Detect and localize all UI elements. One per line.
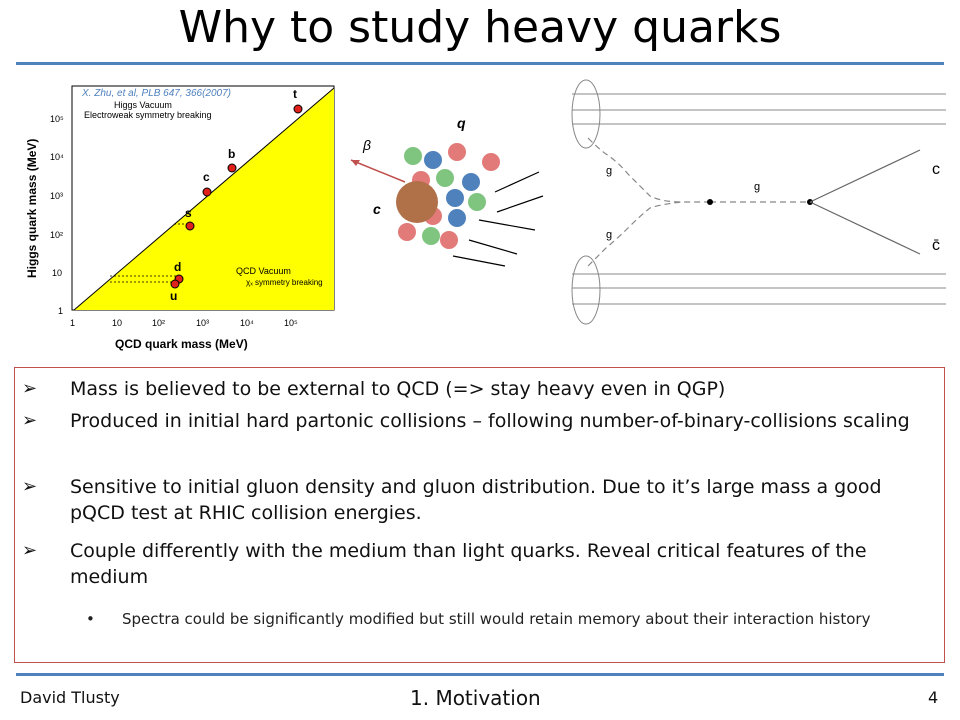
quark-label-t: t — [293, 87, 297, 101]
y-tick: 10⁴ — [50, 152, 64, 162]
bullet-4: ➢ Couple differently with the medium tha… — [22, 538, 920, 590]
y-tick: 10⁵ — [50, 114, 64, 124]
proton-top — [571, 79, 601, 149]
x-tick: 1 — [70, 318, 75, 328]
upper-label-line1: Higgs Vacuum — [114, 100, 172, 110]
charm-line — [809, 149, 921, 203]
page-number: 4 — [928, 688, 939, 707]
beta-label: β — [362, 137, 371, 153]
quark-point-c — [202, 187, 212, 197]
quark-point-t — [293, 104, 303, 114]
light-quark — [468, 193, 486, 211]
bullet-box — [14, 367, 945, 663]
quark-mass-plot: X. Zhu, et al, PLB 647, 366(2007) Higgs … — [25, 85, 335, 351]
c-label: c — [373, 201, 381, 217]
bullet-3: ➢ Sensitive to initial gluon density and… — [22, 474, 920, 526]
quark-point-s — [185, 221, 195, 231]
x-tick: 10³ — [196, 318, 209, 328]
gluon-top — [587, 137, 710, 203]
gluon-label: g — [754, 181, 760, 193]
arrow-bullet-icon: ➢ — [22, 476, 38, 497]
proton-bottom — [571, 255, 601, 325]
medium-arrow — [468, 239, 518, 255]
anticharm-label: c̄ — [932, 237, 940, 254]
x-tick: 10⁵ — [284, 318, 298, 328]
lower-label-line1: QCD Vacuum — [236, 266, 291, 276]
footer-section: 1. Motivation — [410, 686, 541, 710]
light-quark — [446, 189, 464, 207]
y-tick: 10 — [52, 268, 62, 278]
quark-point-b — [227, 163, 237, 173]
light-quark — [398, 223, 416, 241]
gluon-fusion-diagram: g g g c c̄ — [571, 79, 946, 325]
quark-label-s: s — [185, 206, 192, 220]
medium-arrow — [478, 219, 536, 231]
x-tick: 10⁴ — [240, 318, 254, 328]
dot-bullet-icon: • — [86, 610, 95, 628]
y-tick: 1 — [58, 306, 63, 316]
charm-label: c — [932, 161, 940, 178]
anticharm-line — [809, 201, 921, 255]
gluon-label: g — [606, 165, 612, 177]
quark-label-b: b — [228, 147, 235, 161]
medium-arrow — [494, 171, 540, 193]
q-label: q — [457, 115, 466, 131]
y-axis-label: Higgs quark mass (MeV) — [25, 139, 39, 278]
velocity-arrowhead — [351, 160, 360, 166]
lower-label-line2: χₓ symmetry breaking — [246, 278, 323, 287]
light-quark — [440, 231, 458, 249]
light-quark — [448, 143, 466, 161]
heavy-quark-medium-illustration: β q c — [350, 115, 544, 267]
bullet-text: Couple differently with the medium than … — [70, 540, 867, 588]
bullet-text: Mass is believed to be external to QCD (… — [70, 378, 726, 400]
slide-title: Why to study heavy quarks — [178, 2, 782, 53]
quark-point-u — [170, 279, 180, 289]
footer-author: David Tlusty — [20, 688, 120, 707]
vertex — [707, 199, 713, 205]
light-quark — [424, 151, 442, 169]
velocity-arrow — [350, 159, 406, 183]
arrow-bullet-icon: ➢ — [22, 378, 38, 399]
footer-divider — [16, 673, 944, 676]
arrow-bullet-icon: ➢ — [22, 540, 38, 561]
x-tick: 10² — [152, 318, 165, 328]
gluon-label: g — [606, 229, 612, 241]
title-divider — [16, 62, 944, 65]
x-tick: 10 — [112, 318, 122, 328]
bullet-1: ➢ Mass is believed to be external to QCD… — [22, 376, 920, 402]
bullet-text: Sensitive to initial gluon density and g… — [70, 476, 882, 524]
gluon-bottom — [587, 201, 683, 267]
y-tick: 10² — [50, 230, 63, 240]
quark-label-d: d — [174, 260, 181, 274]
arrow-bullet-icon: ➢ — [22, 410, 38, 431]
diagonal-line — [73, 87, 335, 311]
light-quark — [448, 209, 466, 227]
sub-bullet-text: Spectra could be significantly modified … — [122, 610, 871, 628]
upper-label-line2: Electroweak symmetry breaking — [84, 110, 212, 120]
light-quark — [422, 227, 440, 245]
medium-arrow — [496, 195, 544, 213]
bullet-text: Produced in initial hard partonic collis… — [70, 410, 910, 432]
sub-bullet: • Spectra could be significantly modifie… — [70, 608, 930, 631]
quark-label-c: c — [203, 170, 210, 184]
charm-quark — [396, 181, 438, 223]
medium-arrow — [452, 255, 506, 267]
y-tick: 10³ — [50, 191, 63, 201]
light-quark — [462, 173, 480, 191]
light-quark — [404, 147, 422, 165]
x-axis-label: QCD quark mass (MeV) — [115, 337, 248, 351]
light-quark — [482, 153, 500, 171]
citation-text: X. Zhu, et al, PLB 647, 366(2007) — [81, 88, 231, 99]
light-quark — [436, 169, 454, 187]
bullet-2: ➢ Produced in initial hard partonic coll… — [22, 408, 920, 434]
quark-label-u: u — [170, 289, 177, 303]
